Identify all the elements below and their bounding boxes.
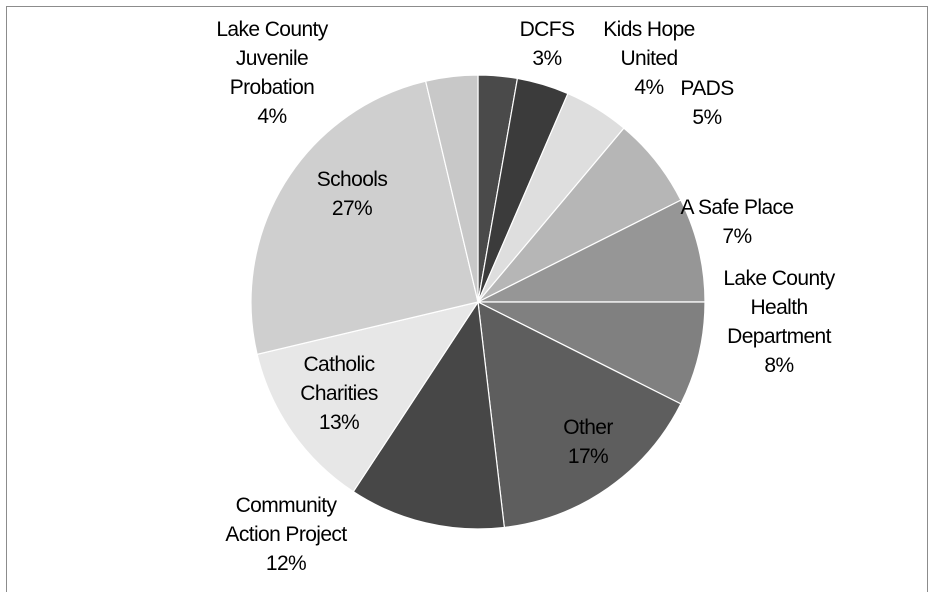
slice-label: Lake County Health Department 8% (723, 267, 835, 377)
pie-slice (477, 300, 682, 529)
slice-label: Catholic Charities 13% (300, 353, 378, 434)
slice-label: Other 17% (563, 416, 613, 468)
pie-slice (477, 199, 706, 303)
slice-label: PADS 5% (680, 77, 734, 129)
slice-label: DCFS 3% (520, 18, 575, 70)
slice-label: A Safe Place 7% (680, 196, 793, 248)
pie-slice (352, 300, 506, 530)
pie-slice (424, 74, 479, 303)
pie-slices (250, 74, 706, 530)
slice-label: Community Action Project 12% (225, 494, 347, 575)
pie-slice (250, 80, 479, 356)
pie-slice (477, 301, 706, 405)
pie-labels: DCFS 3% Kids Hope United 4% PADS 5% A Safe Plac… (216, 18, 836, 575)
pie-slice (256, 301, 480, 493)
slice-label: Lake County Juvenile Probation 4% (216, 18, 328, 128)
slice-label: Kids Hope United 4% (603, 18, 695, 99)
slice-label: Schools 27% (317, 168, 388, 220)
